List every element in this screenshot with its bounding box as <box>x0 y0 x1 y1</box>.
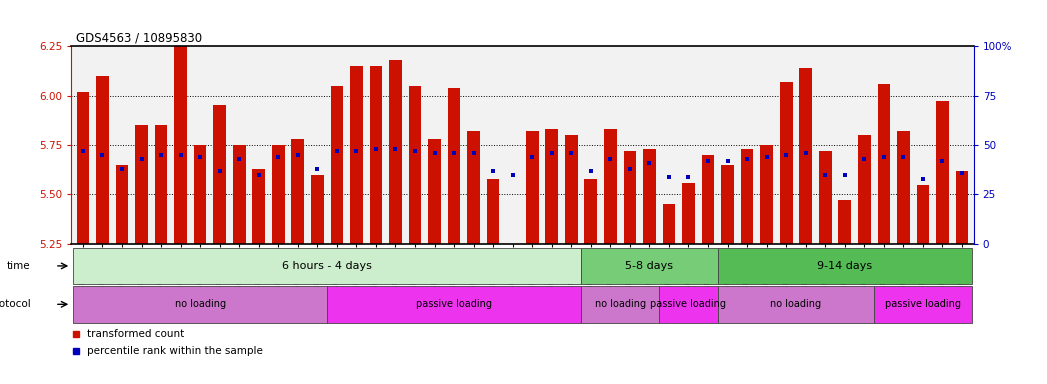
Bar <box>760 145 773 244</box>
Bar <box>428 139 441 244</box>
Bar <box>584 179 597 244</box>
Bar <box>956 170 968 244</box>
Bar <box>115 165 129 244</box>
Bar <box>660 286 718 323</box>
Bar <box>73 248 581 284</box>
Bar <box>780 82 793 244</box>
Bar <box>741 149 754 244</box>
Bar <box>448 88 461 244</box>
Bar <box>721 165 734 244</box>
Bar <box>581 248 718 284</box>
Text: protocol: protocol <box>0 299 30 310</box>
Text: passive loading: passive loading <box>885 299 961 310</box>
Bar <box>718 286 874 323</box>
Bar <box>76 91 89 244</box>
Bar <box>96 76 109 244</box>
Bar <box>327 286 581 323</box>
Bar <box>135 125 148 244</box>
Bar <box>252 169 265 244</box>
Bar <box>857 135 871 244</box>
Text: GDS4563 / 10895830: GDS4563 / 10895830 <box>76 31 202 44</box>
Bar <box>916 185 930 244</box>
Bar <box>73 286 327 323</box>
Text: 9-14 days: 9-14 days <box>818 261 872 271</box>
Bar <box>232 145 246 244</box>
Bar <box>389 60 402 244</box>
Text: no loading: no loading <box>175 299 226 310</box>
Bar <box>643 149 655 244</box>
Bar <box>683 182 695 244</box>
Bar <box>874 286 972 323</box>
Bar <box>194 145 206 244</box>
Text: 5-8 days: 5-8 days <box>625 261 673 271</box>
Bar <box>701 155 714 244</box>
Bar <box>311 175 324 244</box>
Text: passive loading: passive loading <box>416 299 492 310</box>
Bar <box>526 131 538 244</box>
Bar <box>545 129 558 244</box>
Bar <box>897 131 910 244</box>
Bar <box>370 66 382 244</box>
Bar <box>291 139 304 244</box>
Text: percentile rank within the sample: percentile rank within the sample <box>88 346 263 356</box>
Bar <box>624 151 637 244</box>
Bar <box>936 101 949 244</box>
Bar <box>718 248 972 284</box>
Text: no loading: no loading <box>595 299 646 310</box>
Text: no loading: no loading <box>771 299 822 310</box>
Bar <box>581 286 660 323</box>
Text: time: time <box>7 261 30 271</box>
Bar <box>663 204 675 244</box>
Text: transformed count: transformed count <box>88 329 184 339</box>
Text: passive loading: passive loading <box>650 299 727 310</box>
Bar <box>604 129 617 244</box>
Bar <box>272 145 285 244</box>
Bar <box>799 68 812 244</box>
Bar <box>155 125 168 244</box>
Bar <box>839 200 851 244</box>
Bar <box>877 84 890 244</box>
Bar <box>214 106 226 244</box>
Bar <box>350 66 362 244</box>
Bar <box>467 131 480 244</box>
Bar <box>174 46 187 244</box>
Bar <box>565 135 578 244</box>
Bar <box>819 151 831 244</box>
Bar <box>487 179 499 244</box>
Bar <box>331 86 343 244</box>
Text: 6 hours - 4 days: 6 hours - 4 days <box>282 261 372 271</box>
Bar <box>408 86 421 244</box>
